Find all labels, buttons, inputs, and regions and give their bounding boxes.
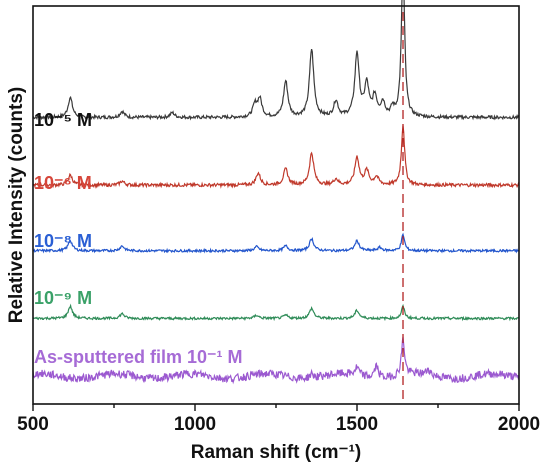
series-line-3 xyxy=(33,232,520,254)
series-label-5: As-sputtered film 10⁻¹ M xyxy=(34,347,243,367)
x-tick-label: 1000 xyxy=(174,414,216,435)
series-labels: 10⁻⁵ M 10⁻⁶ M 10⁻⁸ M 10⁻⁹ M As-sputtered fil… xyxy=(34,110,243,367)
x-tick-label: 2000 xyxy=(498,414,540,435)
series-layer xyxy=(32,0,520,385)
x-tick-label: 1500 xyxy=(336,414,378,435)
y-axis-title: Relative Intensity (counts) xyxy=(6,87,27,324)
x-tick-label: 500 xyxy=(17,414,49,435)
series-line-1 xyxy=(32,0,520,121)
x-axis-ticks: 500 1000 1500 2000 xyxy=(17,404,540,435)
series-label-2: 10⁻⁶ M xyxy=(34,173,92,193)
series-line-5 xyxy=(32,336,519,385)
series-label-3: 10⁻⁸ M xyxy=(34,231,92,251)
series-line-4 xyxy=(32,303,520,322)
plot-frame xyxy=(32,5,520,405)
x-axis-title: Raman shift (cm⁻¹) xyxy=(191,442,362,463)
series-label-4: 10⁻⁹ M xyxy=(34,288,92,308)
series-line-2 xyxy=(32,125,520,189)
series-label-1: 10⁻⁵ M xyxy=(34,110,92,130)
